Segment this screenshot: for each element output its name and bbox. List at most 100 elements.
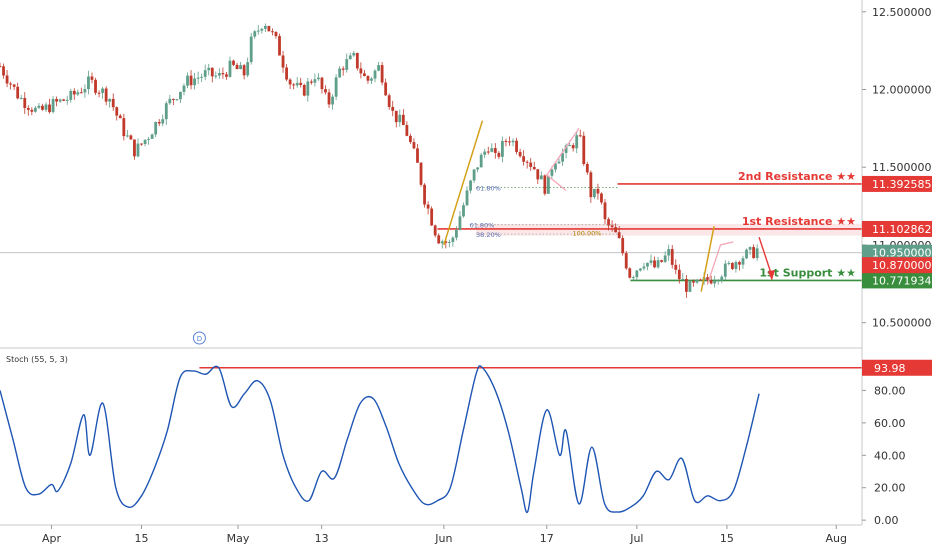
candle-body [730,262,734,269]
fib-label: 61.80% [470,222,495,230]
candle-body [232,60,235,65]
candle-body [476,167,480,170]
candle-body [518,151,522,157]
candle-body [748,247,752,250]
price-tag-text: 10.950000 [872,247,932,260]
candle-body [522,156,526,162]
candle-body [313,79,317,83]
candle-body [171,98,175,100]
candle-body [341,68,345,70]
candle-body [430,208,434,226]
candle-body [76,92,80,95]
candle-body [458,216,462,230]
candle-body [582,135,586,164]
candle-body [79,92,83,94]
candle-body [23,97,27,108]
candle-body [738,262,741,265]
candle-body [217,73,221,76]
candle-body [317,77,320,80]
candle-body [451,237,455,242]
candle-body [596,188,600,194]
level-tag-box [862,220,932,237]
candle-body [228,60,232,77]
candle-body [235,64,239,70]
dividend-marker-icon[interactable] [192,331,206,345]
candle-body [267,25,271,32]
dividend-marker-label: D [197,335,202,343]
candle-body [745,249,748,259]
candle-body [684,278,688,292]
candle-body [271,31,274,33]
candle-body [727,262,731,264]
candle-body [614,227,618,233]
candle-body [355,52,359,69]
candle-body [631,277,635,279]
candle-body [366,76,370,81]
time-tick-label: 17 [540,532,554,545]
candle-body [338,68,342,78]
time-tick-label: 15 [720,532,734,545]
candle-body [263,25,267,29]
candle-body [69,90,73,100]
candle-body [674,264,678,270]
candle-body [41,105,44,110]
candle-body [479,154,483,168]
candle-body [288,79,292,85]
candle-body [58,99,62,102]
candle-body [122,118,126,137]
stochastic-panel: Stoch (55, 5, 3) [0,355,862,514]
candle-body [363,73,366,77]
price-tag-box [862,244,932,261]
time-tick-label: Jul [629,532,643,545]
candle-body [193,78,196,86]
price-tick-label: 12.500000 [872,6,932,19]
candle-body [239,65,242,70]
candle-body [249,36,253,63]
candle-body [164,103,168,120]
projection-line [700,226,715,292]
candle-body [384,82,388,96]
level-tag-text: 11.392585 [872,178,932,191]
candle-body [681,278,685,280]
candle-body [423,184,426,205]
fib-label: 38.20% [476,231,501,239]
candle-body [214,75,218,77]
candle-body [0,66,2,68]
candle-body [706,277,710,281]
candle-body [624,253,628,269]
candle-body [186,75,189,86]
candle-body [656,260,660,268]
candle-body [394,110,398,123]
candle-body [377,65,380,71]
candle-body [734,262,738,269]
candle-body [539,175,543,180]
stoch-tick-label: 0.00 [874,514,899,527]
time-tick-label: Aug [826,532,847,545]
level-tag-box [862,272,932,289]
candle-body [571,145,575,149]
candle-body [44,104,48,110]
candle-body [723,263,727,277]
candle-body [455,229,458,238]
time-tick-label: Jun [434,532,452,545]
candle-body [157,121,161,124]
candle-body [225,74,228,77]
candle-body [398,114,402,123]
candle-body [440,241,444,244]
candle-body [391,106,395,111]
candle-body [412,142,416,149]
price-tick-label: 11.500000 [872,161,932,174]
candle-body [30,109,34,112]
candle-body [660,260,664,262]
candle-body [168,98,172,104]
candle-body [663,255,667,262]
candle-body [564,145,568,153]
candle-body [104,88,108,102]
candle-body [447,241,451,243]
candle-body [695,279,699,283]
candle-body [603,202,607,220]
candle-body [469,180,472,191]
candle-body [189,75,193,86]
candle-body [324,89,327,93]
